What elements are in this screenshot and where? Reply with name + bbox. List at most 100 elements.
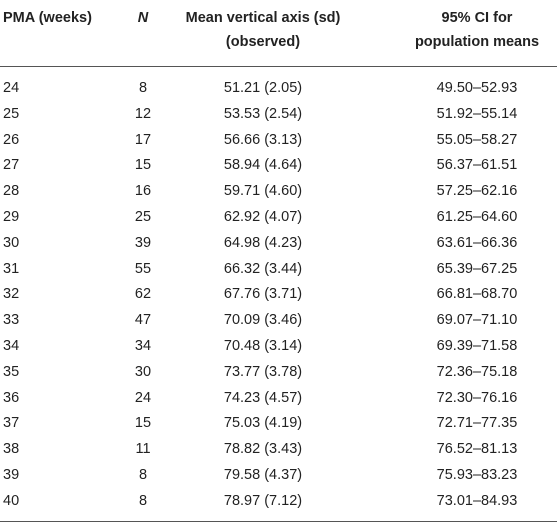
table-row: 34 34 70.48 (3.14) 69.39–71.58 xyxy=(0,334,557,360)
table-row: 36 24 74.23 (4.57) 72.30–76.16 xyxy=(0,386,557,412)
cell-ci: 66.81–68.70 xyxy=(436,286,518,303)
cell-pma: 24 xyxy=(3,80,20,96)
cell-ci: 65.39–67.25 xyxy=(436,260,518,277)
table-body: 24 8 51.21 (2.05) 49.50–52.93 25 12 53.53 (2.5… xyxy=(0,76,557,515)
header-mean-line2: (observed) xyxy=(225,34,301,50)
table-row: 39 8 79.58 (4.37) 75.93–83.23 xyxy=(0,463,557,489)
cell-mean: 66.32 (3.44) xyxy=(223,260,303,277)
table-row: 33 47 70.09 (3.46) 69.07–71.10 xyxy=(0,308,557,334)
cell-pma: 39 xyxy=(3,466,20,483)
cell-n: 16 xyxy=(134,183,152,200)
cell-ci: 55.05–58.27 xyxy=(436,131,518,148)
cell-pma: 29 xyxy=(3,208,20,225)
table-row: 37 15 75.03 (4.19) 72.71–77.35 xyxy=(0,411,557,437)
cell-n: 8 xyxy=(138,492,148,509)
header-ci-line1: 95% CI for xyxy=(441,10,513,26)
cell-mean: 56.66 (3.13) xyxy=(223,131,303,148)
cell-ci: 57.25–62.16 xyxy=(436,183,518,200)
table-row: 28 16 59.71 (4.60) 57.25–62.16 xyxy=(0,179,557,205)
header-ci: 95% CI for population means xyxy=(382,6,557,54)
table-row: 32 62 67.76 (3.71) 66.81–68.70 xyxy=(0,282,557,308)
cell-mean: 58.94 (4.64) xyxy=(223,157,303,174)
table-row: 35 30 73.77 (3.78) 72.36–75.18 xyxy=(0,360,557,386)
cell-pma: 34 xyxy=(3,337,20,354)
cell-mean: 75.03 (4.19) xyxy=(223,415,303,432)
cell-mean: 64.98 (4.23) xyxy=(223,234,303,251)
header-divider xyxy=(0,66,557,67)
cell-pma: 26 xyxy=(3,131,20,148)
cell-n: 25 xyxy=(134,208,152,225)
header-ci-line2: population means xyxy=(414,34,540,50)
cell-n: 15 xyxy=(134,415,152,432)
cell-mean: 62.92 (4.07) xyxy=(223,208,303,225)
cell-mean: 73.77 (3.78) xyxy=(223,363,303,380)
table-row: 30 39 64.98 (4.23) 63.61–66.36 xyxy=(0,231,557,257)
cell-ci: 72.71–77.35 xyxy=(436,415,518,432)
cell-pma: 35 xyxy=(3,363,20,380)
cell-pma: 38 xyxy=(3,441,20,458)
cell-mean: 78.97 (7.12) xyxy=(223,492,303,509)
cell-pma: 40 xyxy=(3,492,20,509)
cell-mean: 70.48 (3.14) xyxy=(223,337,303,354)
table-row: 24 8 51.21 (2.05) 49.50–52.93 xyxy=(0,76,557,102)
table-row: 27 15 58.94 (4.64) 56.37–61.51 xyxy=(0,153,557,179)
header-n-label: N xyxy=(137,10,149,26)
table-row: 38 11 78.82 (3.43) 76.52–81.13 xyxy=(0,437,557,463)
cell-n: 47 xyxy=(134,312,152,329)
table-row: 29 25 62.92 (4.07) 61.25–64.60 xyxy=(0,205,557,231)
cell-ci: 75.93–83.23 xyxy=(436,466,518,483)
cell-n: 30 xyxy=(134,363,152,380)
cell-ci: 73.01–84.93 xyxy=(436,492,518,509)
cell-ci: 72.36–75.18 xyxy=(436,363,518,380)
header-pma: PMA (weeks) xyxy=(3,6,92,30)
cell-pma: 31 xyxy=(3,260,20,277)
cell-pma: 32 xyxy=(3,286,20,303)
table-row: 40 8 78.97 (7.12) 73.01–84.93 xyxy=(0,489,557,515)
cell-ci: 56.37–61.51 xyxy=(436,157,518,174)
table-row: 25 12 53.53 (2.54) 51.92–55.14 xyxy=(0,102,557,128)
cell-mean: 74.23 (4.57) xyxy=(223,389,303,406)
cell-ci: 51.92–55.14 xyxy=(436,105,518,122)
cell-mean: 59.71 (4.60) xyxy=(223,183,303,200)
cell-ci: 76.52–81.13 xyxy=(436,441,518,458)
table-row: 31 55 66.32 (3.44) 65.39–67.25 xyxy=(0,257,557,283)
table-header: PMA (weeks) N Mean vertical axis (sd) (o… xyxy=(0,0,557,66)
cell-pma: 30 xyxy=(3,234,20,251)
cell-pma: 37 xyxy=(3,415,20,432)
cell-mean: 51.21 (2.05) xyxy=(223,80,303,96)
cell-n: 8 xyxy=(138,80,148,96)
cell-ci: 69.39–71.58 xyxy=(436,337,518,354)
cell-pma: 27 xyxy=(3,157,20,174)
cell-mean: 70.09 (3.46) xyxy=(223,312,303,329)
cell-n: 55 xyxy=(134,260,152,277)
cell-mean: 53.53 (2.54) xyxy=(223,105,303,122)
header-mean: Mean vertical axis (sd) (observed) xyxy=(168,6,358,54)
table-row: 26 17 56.66 (3.13) 55.05–58.27 xyxy=(0,128,557,154)
cell-mean: 78.82 (3.43) xyxy=(223,441,303,458)
cell-n: 15 xyxy=(134,157,152,174)
cell-ci: 61.25–64.60 xyxy=(436,208,518,225)
header-mean-line1: Mean vertical axis (sd) xyxy=(185,10,341,26)
cell-n: 24 xyxy=(134,389,152,406)
cell-n: 8 xyxy=(138,466,148,483)
cell-n: 12 xyxy=(134,105,152,122)
header-pma-label: PMA (weeks) xyxy=(3,10,92,26)
cell-mean: 67.76 (3.71) xyxy=(223,286,303,303)
cell-ci: 72.30–76.16 xyxy=(436,389,518,406)
cell-pma: 36 xyxy=(3,389,20,406)
cell-mean: 79.58 (4.37) xyxy=(223,466,303,483)
header-n: N xyxy=(128,6,158,30)
cell-n: 39 xyxy=(134,234,152,251)
cell-n: 17 xyxy=(134,131,152,148)
cell-ci: 63.61–66.36 xyxy=(436,234,518,251)
cell-n: 62 xyxy=(134,286,152,303)
table-bottom-rule xyxy=(0,521,557,522)
cell-ci: 49.50–52.93 xyxy=(436,80,518,96)
cell-pma: 28 xyxy=(3,183,20,200)
cell-ci: 69.07–71.10 xyxy=(436,312,518,329)
cell-n: 11 xyxy=(135,441,151,458)
cell-pma: 25 xyxy=(3,105,20,122)
cell-n: 34 xyxy=(134,337,152,354)
cell-pma: 33 xyxy=(3,312,20,329)
